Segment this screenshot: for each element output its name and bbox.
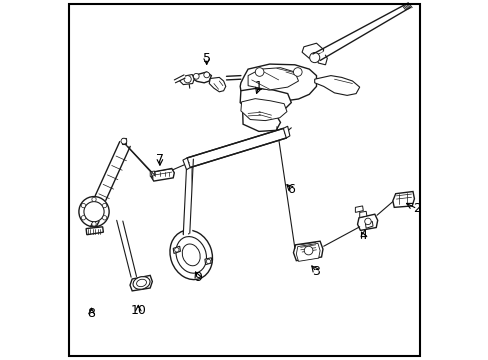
Polygon shape [86,227,103,235]
Polygon shape [242,110,280,131]
Polygon shape [296,243,320,261]
Polygon shape [182,158,192,234]
Circle shape [174,248,179,252]
Circle shape [206,259,210,264]
Ellipse shape [136,279,146,287]
Polygon shape [179,75,194,85]
Ellipse shape [182,244,200,266]
Polygon shape [283,126,289,138]
Text: 2: 2 [412,202,420,215]
Circle shape [79,197,109,227]
Circle shape [293,68,302,76]
Polygon shape [95,141,130,201]
Circle shape [121,138,126,144]
Polygon shape [247,68,298,90]
Text: 9: 9 [193,271,201,284]
Polygon shape [314,76,359,95]
Circle shape [203,72,209,78]
Ellipse shape [170,230,212,280]
Polygon shape [173,246,180,253]
Circle shape [304,246,312,255]
Polygon shape [359,211,366,217]
Polygon shape [316,52,326,65]
Polygon shape [355,206,363,212]
Polygon shape [130,275,152,291]
Polygon shape [293,241,322,261]
Polygon shape [183,158,190,170]
Text: 6: 6 [287,183,295,195]
Polygon shape [240,88,291,113]
Circle shape [102,216,106,220]
Circle shape [84,202,104,222]
Polygon shape [151,168,174,181]
Polygon shape [187,129,285,167]
Polygon shape [357,214,377,230]
Circle shape [81,203,85,208]
Text: 1: 1 [254,80,263,93]
Polygon shape [122,138,126,144]
Polygon shape [191,72,211,83]
Polygon shape [365,221,372,228]
Polygon shape [240,64,316,102]
Polygon shape [302,43,323,58]
Text: 10: 10 [130,304,146,317]
Circle shape [81,216,85,220]
Ellipse shape [133,276,150,289]
Circle shape [193,73,199,79]
Circle shape [102,203,106,208]
Polygon shape [150,171,154,176]
Circle shape [255,68,264,76]
Polygon shape [392,192,413,207]
Polygon shape [209,77,225,92]
Ellipse shape [176,237,206,273]
Circle shape [364,218,370,225]
Text: 8: 8 [87,307,95,320]
Polygon shape [241,99,286,121]
Circle shape [92,222,96,226]
Text: 4: 4 [359,229,366,242]
Circle shape [92,197,96,202]
Circle shape [309,53,319,63]
Polygon shape [204,258,212,265]
Text: 7: 7 [156,153,163,166]
Circle shape [183,76,191,83]
Text: 5: 5 [203,52,210,65]
Text: 3: 3 [312,265,320,278]
